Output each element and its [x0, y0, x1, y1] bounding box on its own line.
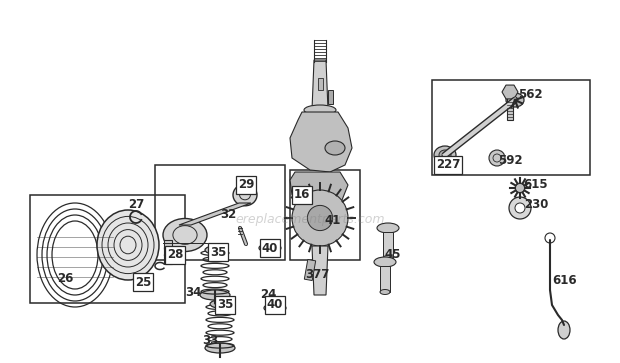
Polygon shape [502, 85, 518, 99]
Text: 33: 33 [202, 334, 218, 347]
Polygon shape [179, 203, 251, 225]
Bar [380, 266, 390, 292]
Text: ereplacementparts.com: ereplacementparts.com [235, 213, 385, 227]
Text: 40: 40 [262, 241, 278, 254]
Ellipse shape [210, 300, 230, 308]
Text: 29: 29 [238, 179, 254, 192]
Ellipse shape [325, 141, 345, 155]
Text: 230: 230 [524, 199, 548, 212]
Circle shape [308, 205, 332, 231]
Text: 25: 25 [135, 276, 151, 289]
Ellipse shape [200, 290, 230, 300]
Circle shape [515, 203, 525, 213]
Text: 26: 26 [57, 272, 73, 285]
Bar [328, 90, 333, 104]
Ellipse shape [383, 256, 393, 261]
Ellipse shape [233, 184, 257, 206]
Ellipse shape [380, 290, 390, 294]
Text: 32: 32 [220, 208, 236, 221]
Bar [507, 98, 513, 120]
Text: 35: 35 [217, 298, 233, 311]
Text: 28: 28 [167, 249, 183, 261]
Ellipse shape [259, 244, 281, 253]
Circle shape [515, 183, 525, 193]
Text: 27: 27 [162, 246, 178, 260]
Bar [318, 78, 323, 90]
Bar [155, 165, 285, 260]
Circle shape [509, 197, 531, 219]
Bar [304, 260, 316, 281]
Polygon shape [290, 112, 352, 172]
Text: 615: 615 [524, 179, 548, 192]
Text: 377: 377 [305, 269, 329, 281]
Bar [432, 80, 590, 175]
Ellipse shape [163, 219, 207, 252]
Text: 562: 562 [518, 89, 542, 102]
Circle shape [292, 190, 348, 246]
Ellipse shape [205, 343, 235, 353]
Bar [383, 232, 393, 258]
Ellipse shape [439, 150, 451, 160]
Ellipse shape [97, 210, 159, 280]
Ellipse shape [377, 223, 399, 233]
Ellipse shape [264, 303, 286, 313]
Text: 40: 40 [267, 298, 283, 311]
Ellipse shape [434, 146, 456, 164]
Text: 41: 41 [325, 213, 341, 227]
Text: 35: 35 [210, 245, 226, 258]
Text: 592: 592 [498, 154, 522, 167]
Text: 616: 616 [552, 273, 577, 286]
Ellipse shape [506, 93, 524, 107]
Text: 34: 34 [185, 286, 201, 299]
Ellipse shape [304, 105, 336, 115]
Ellipse shape [374, 257, 396, 267]
Polygon shape [312, 246, 328, 295]
Ellipse shape [205, 246, 225, 254]
Text: 27: 27 [128, 199, 144, 212]
Text: 16: 16 [294, 188, 310, 201]
Text: 227: 227 [436, 159, 460, 171]
Text: 45: 45 [385, 249, 401, 261]
Ellipse shape [558, 321, 570, 339]
Bar [290, 170, 360, 260]
Text: 24: 24 [260, 289, 276, 302]
Bar [30, 195, 185, 303]
Circle shape [489, 150, 505, 166]
Polygon shape [290, 172, 348, 210]
Polygon shape [312, 60, 328, 110]
Bar [164, 240, 172, 264]
